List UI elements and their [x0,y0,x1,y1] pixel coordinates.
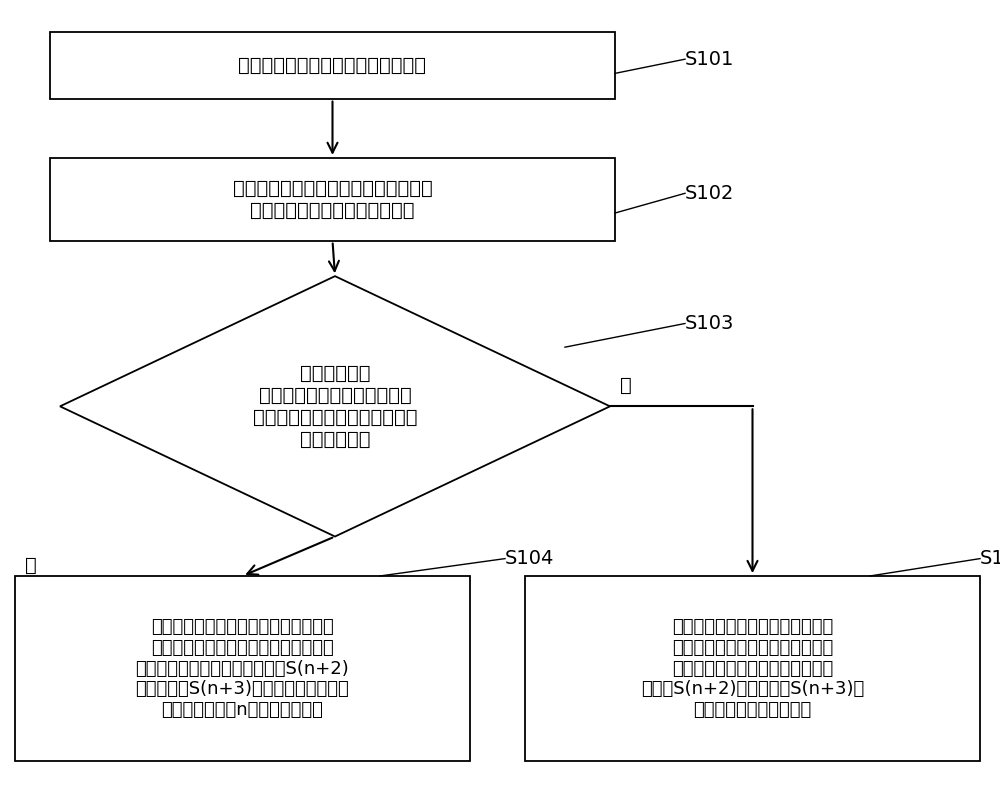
Text: S103: S103 [685,314,734,333]
Text: 是: 是 [25,556,37,575]
Text: 接收进入到时序控制器中的图像数据: 接收进入到时序控制器中的图像数据 [238,55,426,75]
Text: 计算所述图像数据对应的显示图像中出
现耦合现象超过预设程度的面积: 计算所述图像数据对应的显示图像中出 现耦合现象超过预设程度的面积 [233,179,432,219]
Text: S101: S101 [685,50,734,69]
Text: S105: S105 [980,549,1000,568]
Text: 采用两列反转的方式驱动所述液晶显示
装置，其中，采用两列反转的方式驱动
所述液晶显示装置时，数据信号S(n+2)
与数据信号S(n+3)在同一时间的驱动方
向相: 采用两列反转的方式驱动所述液晶显示 装置，其中，采用两列反转的方式驱动 所述液晶… [136,618,349,720]
Text: 否: 否 [620,376,632,394]
Text: S104: S104 [505,549,554,568]
FancyBboxPatch shape [525,576,980,761]
Text: 图像数据对应
的显示图像中出现的耦合现象
超过预设程度的面积是否大于或
等于预设面积: 图像数据对应 的显示图像中出现的耦合现象 超过预设程度的面积是否大于或 等于预设… [253,364,417,449]
FancyBboxPatch shape [50,32,615,99]
Text: 采用一列反转的方式驱动所述液晶
显示装置，其中，采用一列反转的
方式驱动所述液晶显示装置时，数
据信号S(n+2)与数据信号S(n+3)在
同一时间的驱动方向相: 采用一列反转的方式驱动所述液晶 显示装置，其中，采用一列反转的 方式驱动所述液晶… [641,618,864,720]
FancyBboxPatch shape [50,158,615,241]
Text: S102: S102 [685,184,734,203]
FancyBboxPatch shape [15,576,470,761]
Polygon shape [60,276,610,537]
